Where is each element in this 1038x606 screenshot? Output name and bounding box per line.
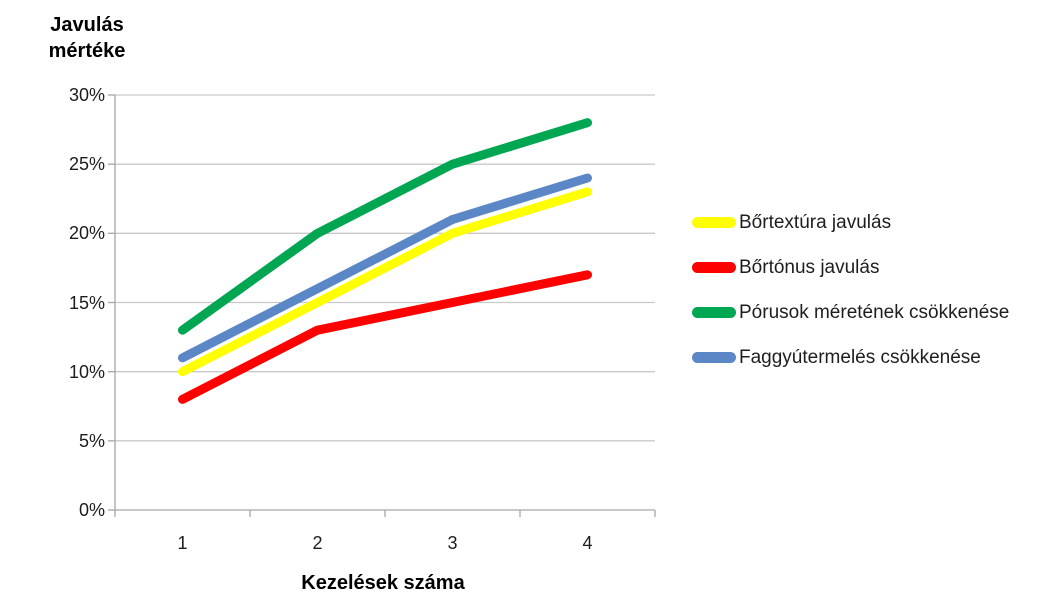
x-tick-label: 2 — [312, 533, 323, 553]
y-tick-label: 10% — [68, 361, 105, 382]
legend-label: Bőrtextúra javulás — [739, 211, 892, 233]
legend-item: Faggyútermelés csökkenése — [692, 335, 1009, 380]
y-tick-label: 15% — [68, 292, 105, 313]
x-tick-label: 3 — [447, 533, 458, 553]
x-tick-label: 4 — [582, 533, 593, 553]
y-tick-label: 30% — [68, 85, 105, 105]
y-tick-label: 0% — [78, 500, 105, 520]
legend-swatch-icon — [692, 352, 736, 363]
y-tick-label: 5% — [78, 430, 105, 451]
legend-item: Bőrtónus javulás — [692, 245, 1009, 290]
x-axis-title: Kezelések száma — [301, 572, 465, 594]
legend-swatch-icon — [692, 307, 736, 318]
y-axis-title: Javulás mértéke — [22, 12, 152, 64]
legend-label: Pórusok méretének csökkenése — [739, 301, 1010, 323]
y-axis-title-line1: Javulás — [50, 14, 124, 36]
legend-label: Bőrtónus javulás — [739, 256, 880, 278]
y-axis-title-line2: mértéke — [48, 40, 126, 62]
legend-swatch-icon — [692, 217, 736, 228]
legend-item: Bőrtextúra javulás — [692, 200, 1009, 245]
y-tick-label: 25% — [68, 154, 105, 175]
y-tick-label: 20% — [68, 223, 105, 244]
legend-swatch-icon — [692, 262, 736, 273]
series-line-3 — [178, 173, 592, 363]
legend-item: Pórusok méretének csökkenése — [692, 290, 1009, 335]
series-line-2 — [178, 118, 592, 335]
legend: Bőrtextúra javulás Bőrtónus javulás Póruso… — [692, 200, 1009, 380]
x-tick-label: 1 — [177, 533, 188, 553]
series-line-0 — [178, 187, 592, 377]
series-line-1 — [178, 270, 592, 404]
legend-label: Faggyútermelés csökkenése — [739, 346, 981, 368]
